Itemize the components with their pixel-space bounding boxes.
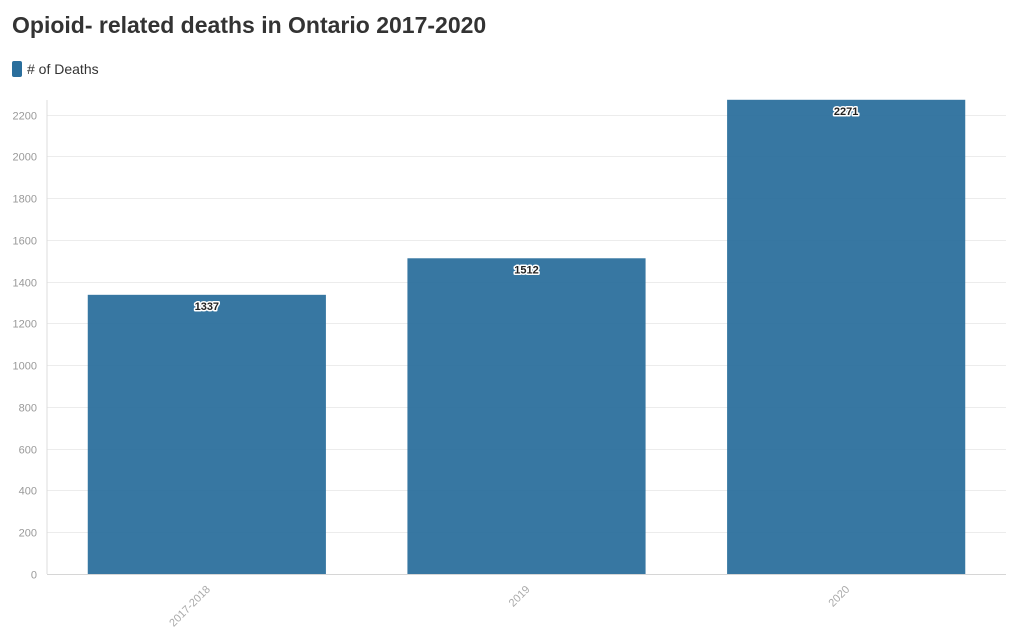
y-tick-label: 1400 [13, 278, 37, 290]
x-tick-label: 2020 [826, 584, 852, 610]
x-tick-label: 2019 [507, 584, 533, 610]
y-tick-label: 2200 [13, 111, 37, 123]
x-tick-label: 2017-2018 [167, 584, 213, 630]
bar [87, 294, 326, 574]
legend: # of Deaths [12, 61, 99, 77]
y-tick-label: 800 [19, 403, 37, 415]
bar-value-label: 1512 [514, 264, 538, 276]
legend-swatch [12, 61, 22, 77]
y-tick-label: 1800 [13, 194, 37, 206]
y-tick-label: 0 [31, 570, 37, 582]
y-tick-label: 200 [19, 528, 37, 540]
chart-title: Opioid- related deaths in Ontario 2017-2… [12, 12, 487, 38]
y-tick-label: 600 [19, 445, 37, 457]
bar [407, 258, 646, 574]
bar-value-label: 1337 [195, 301, 219, 313]
bar-value-label: 2271 [834, 106, 858, 118]
legend-label: # of Deaths [27, 61, 99, 77]
x-axis: 2017-2018 2019 2020 [167, 584, 852, 630]
y-tick-label: 1600 [13, 236, 37, 248]
data-labels: 1337 1512 2271 [193, 104, 860, 314]
y-tick-label: 2000 [13, 152, 37, 164]
y-tick-label: 1200 [13, 319, 37, 331]
y-tick-label: 1000 [13, 361, 37, 373]
bar [727, 99, 966, 574]
y-axis: 0 200 400 600 800 1000 1200 1400 1600 1800 2000 220… [13, 100, 48, 582]
y-tick-label: 400 [19, 486, 37, 498]
bars [87, 99, 966, 574]
